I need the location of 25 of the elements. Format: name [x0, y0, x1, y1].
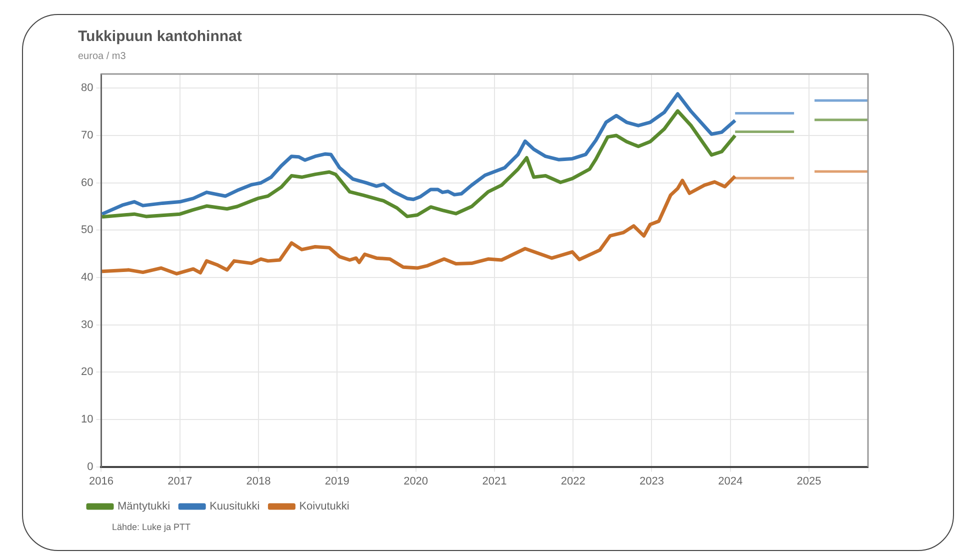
legend-label: Kuusitukki: [210, 500, 260, 513]
y-tick-label: 70: [80, 130, 94, 142]
x-tick-label: 2020: [404, 475, 428, 488]
text: Lähde: Luke ja PTT: [112, 522, 191, 532]
y-tick-label: 40: [80, 272, 94, 284]
y-tick-label: 10: [80, 414, 94, 426]
chart-subtitle: euroa / m3: [78, 50, 126, 62]
y-tick-label: 80: [80, 82, 94, 94]
legend-label: Koivutukki: [299, 500, 350, 513]
x-tick-label: 2021: [482, 475, 507, 488]
x-tick-label: 2018: [246, 475, 271, 488]
y-tick-label: 20: [80, 366, 94, 378]
y-tick-label: 50: [80, 224, 94, 236]
x-tick-label: 2016: [88, 475, 114, 488]
x-tick-label: 2025: [796, 475, 822, 488]
x-tick-label: 2019: [324, 475, 350, 488]
x-tick-label: 2017: [168, 475, 192, 488]
chart-title: Tukkipuun kantohinnat: [78, 28, 242, 46]
x-tick-label: 2024: [718, 475, 743, 488]
x-tick-label: 2023: [639, 475, 664, 488]
x-tick-label: 2022: [560, 475, 586, 488]
y-tick-label: 60: [80, 176, 94, 189]
y-tick-label: 30: [80, 318, 94, 331]
y-tick-label: 0: [87, 460, 94, 473]
legend-label: Mäntytukki: [118, 500, 170, 513]
